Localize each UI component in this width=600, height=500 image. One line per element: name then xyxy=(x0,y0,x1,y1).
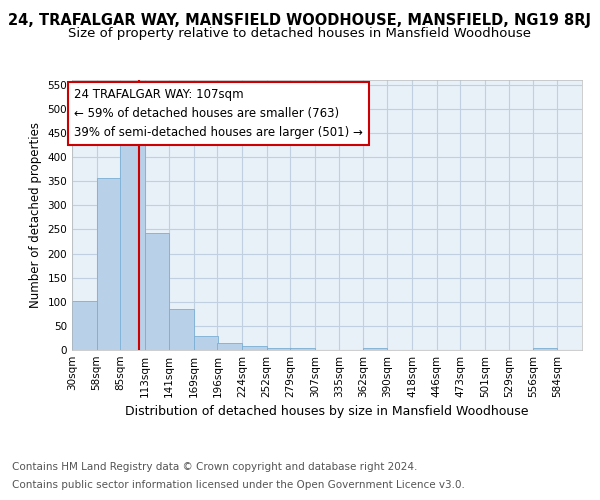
Bar xyxy=(194,336,218,350)
Bar xyxy=(169,308,194,350)
Bar xyxy=(120,134,145,350)
Text: Size of property relative to detached houses in Mansfield Woodhouse: Size of property relative to detached ho… xyxy=(68,28,532,40)
Bar xyxy=(145,233,169,350)
Bar xyxy=(266,348,291,350)
Text: Contains public sector information licensed under the Open Government Licence v3: Contains public sector information licen… xyxy=(12,480,465,490)
X-axis label: Distribution of detached houses by size in Mansfield Woodhouse: Distribution of detached houses by size … xyxy=(125,406,529,418)
Bar xyxy=(290,348,315,350)
Text: Contains HM Land Registry data © Crown copyright and database right 2024.: Contains HM Land Registry data © Crown c… xyxy=(12,462,418,472)
Bar xyxy=(242,346,266,350)
Y-axis label: Number of detached properties: Number of detached properties xyxy=(29,122,42,308)
Bar xyxy=(533,348,557,350)
Bar xyxy=(363,348,388,350)
Text: 24 TRAFALGAR WAY: 107sqm
← 59% of detached houses are smaller (763)
39% of semi-: 24 TRAFALGAR WAY: 107sqm ← 59% of detach… xyxy=(74,88,362,139)
Bar xyxy=(72,302,97,350)
Text: 24, TRAFALGAR WAY, MANSFIELD WOODHOUSE, MANSFIELD, NG19 8RJ: 24, TRAFALGAR WAY, MANSFIELD WOODHOUSE, … xyxy=(8,12,592,28)
Bar xyxy=(217,344,242,350)
Bar xyxy=(97,178,121,350)
